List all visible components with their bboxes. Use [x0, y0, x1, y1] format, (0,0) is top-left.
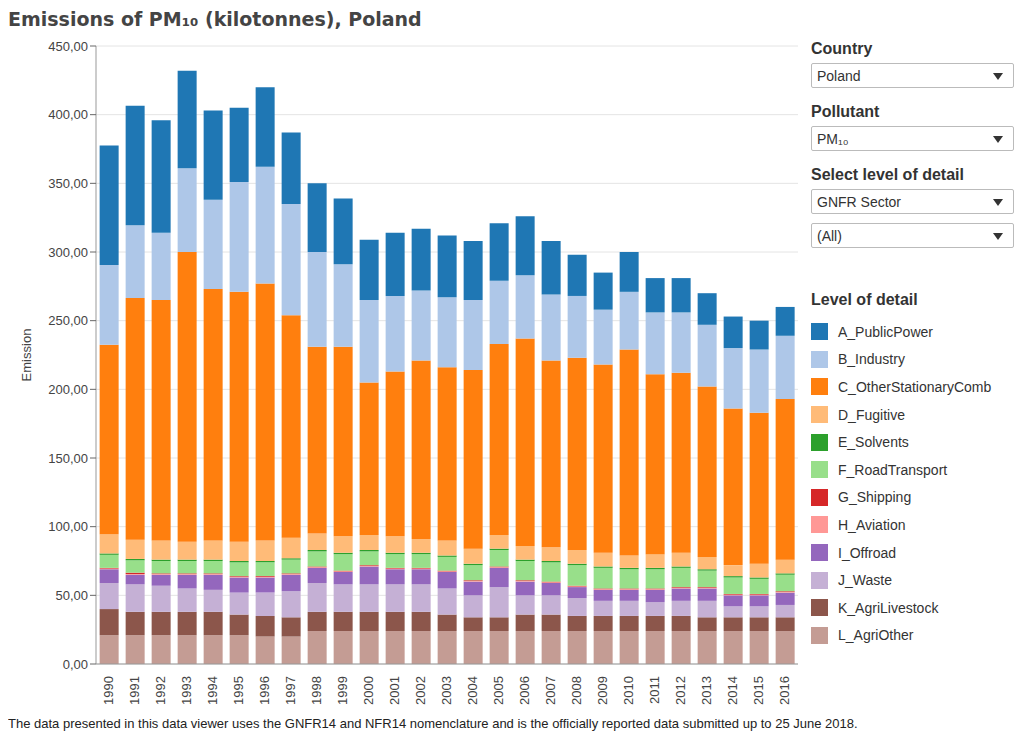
svg-text:0,00: 0,00 — [63, 657, 88, 672]
svg-text:1993: 1993 — [179, 676, 194, 705]
svg-text:100,00: 100,00 — [48, 519, 88, 534]
svg-text:Emission: Emission — [19, 329, 34, 382]
svg-text:1998: 1998 — [309, 676, 324, 705]
html-text:H_Aviation: H_Aviation — [838, 517, 906, 533]
svg-text:2003: 2003 — [439, 676, 454, 705]
svg-text:300,00: 300,00 — [48, 245, 88, 260]
svg-text:2005: 2005 — [491, 676, 506, 705]
html-text:I_Offroad: I_Offroad — [838, 544, 897, 561]
html-text:Country: Country — [811, 40, 873, 57]
svg-text:150,00: 150,00 — [48, 451, 88, 466]
html-text:E_Solvents: E_Solvents — [838, 434, 909, 451]
svg-text:2015: 2015 — [751, 676, 766, 705]
html-text:Emissions of PM₁₀ (kilotonnes): Emissions of PM₁₀ (kilotonnes), Poland — [8, 8, 422, 30]
html-text:D_Fugitive: D_Fugitive — [838, 406, 905, 423]
svg-text:2007: 2007 — [543, 676, 558, 705]
svg-text:1995: 1995 — [231, 676, 246, 705]
html-text:PM₁₀: PM₁₀ — [817, 131, 849, 147]
svg-text:2013: 2013 — [699, 676, 714, 705]
html-text:Level of detail: Level of detail — [811, 291, 918, 308]
svg-text:1990: 1990 — [101, 676, 116, 705]
svg-text:2014: 2014 — [725, 676, 740, 705]
svg-text:2006: 2006 — [517, 676, 532, 705]
svg-text:250,00: 250,00 — [48, 313, 88, 328]
html-text:L_AgriOther: L_AgriOther — [838, 627, 914, 644]
html-text:(All): (All) — [817, 228, 842, 244]
svg-text:2002: 2002 — [413, 676, 428, 705]
html-text:B_Industry: B_Industry — [838, 351, 905, 368]
html-text:Poland: Poland — [817, 68, 861, 84]
svg-text:2001: 2001 — [387, 676, 402, 705]
html-text:A_PublicPower: A_PublicPower — [838, 323, 933, 340]
svg-text:350,00: 350,00 — [48, 176, 88, 191]
html-text:C_OtherStationaryComb: C_OtherStationaryComb — [838, 379, 992, 395]
svg-text:1992: 1992 — [153, 676, 168, 705]
svg-text:2004: 2004 — [465, 676, 480, 705]
svg-text:2000: 2000 — [361, 676, 376, 705]
svg-text:2012: 2012 — [673, 676, 688, 705]
html-text:F_RoadTransport: F_RoadTransport — [838, 461, 948, 478]
svg-text:1996: 1996 — [257, 676, 272, 705]
svg-text:2008: 2008 — [569, 676, 584, 705]
html-text:The data presented in this dat: The data presented in this data viewer u… — [8, 716, 858, 731]
html-text:G_Shipping: G_Shipping — [838, 489, 912, 506]
svg-text:2016: 2016 — [777, 676, 792, 705]
svg-text:1997: 1997 — [283, 676, 298, 705]
html-text:Select level of detail: Select level of detail — [811, 166, 964, 183]
html-text:J_Waste: J_Waste — [838, 572, 892, 589]
svg-text:1999: 1999 — [335, 676, 350, 705]
svg-text:200,00: 200,00 — [48, 382, 88, 397]
svg-text:2010: 2010 — [621, 676, 636, 705]
svg-text:1994: 1994 — [205, 676, 220, 705]
html-text:GNFR Sector: GNFR Sector — [817, 194, 901, 210]
svg-text:2009: 2009 — [595, 676, 610, 705]
svg-text:2011: 2011 — [647, 676, 662, 704]
svg-text:450,00: 450,00 — [48, 39, 88, 54]
svg-text:50,00: 50,00 — [55, 588, 88, 603]
svg-text:400,00: 400,00 — [48, 107, 88, 122]
html-text:K_AgriLivestock: K_AgriLivestock — [838, 599, 939, 616]
html-text:Pollutant: Pollutant — [811, 103, 880, 120]
svg-text:1991: 1991 — [127, 676, 142, 705]
